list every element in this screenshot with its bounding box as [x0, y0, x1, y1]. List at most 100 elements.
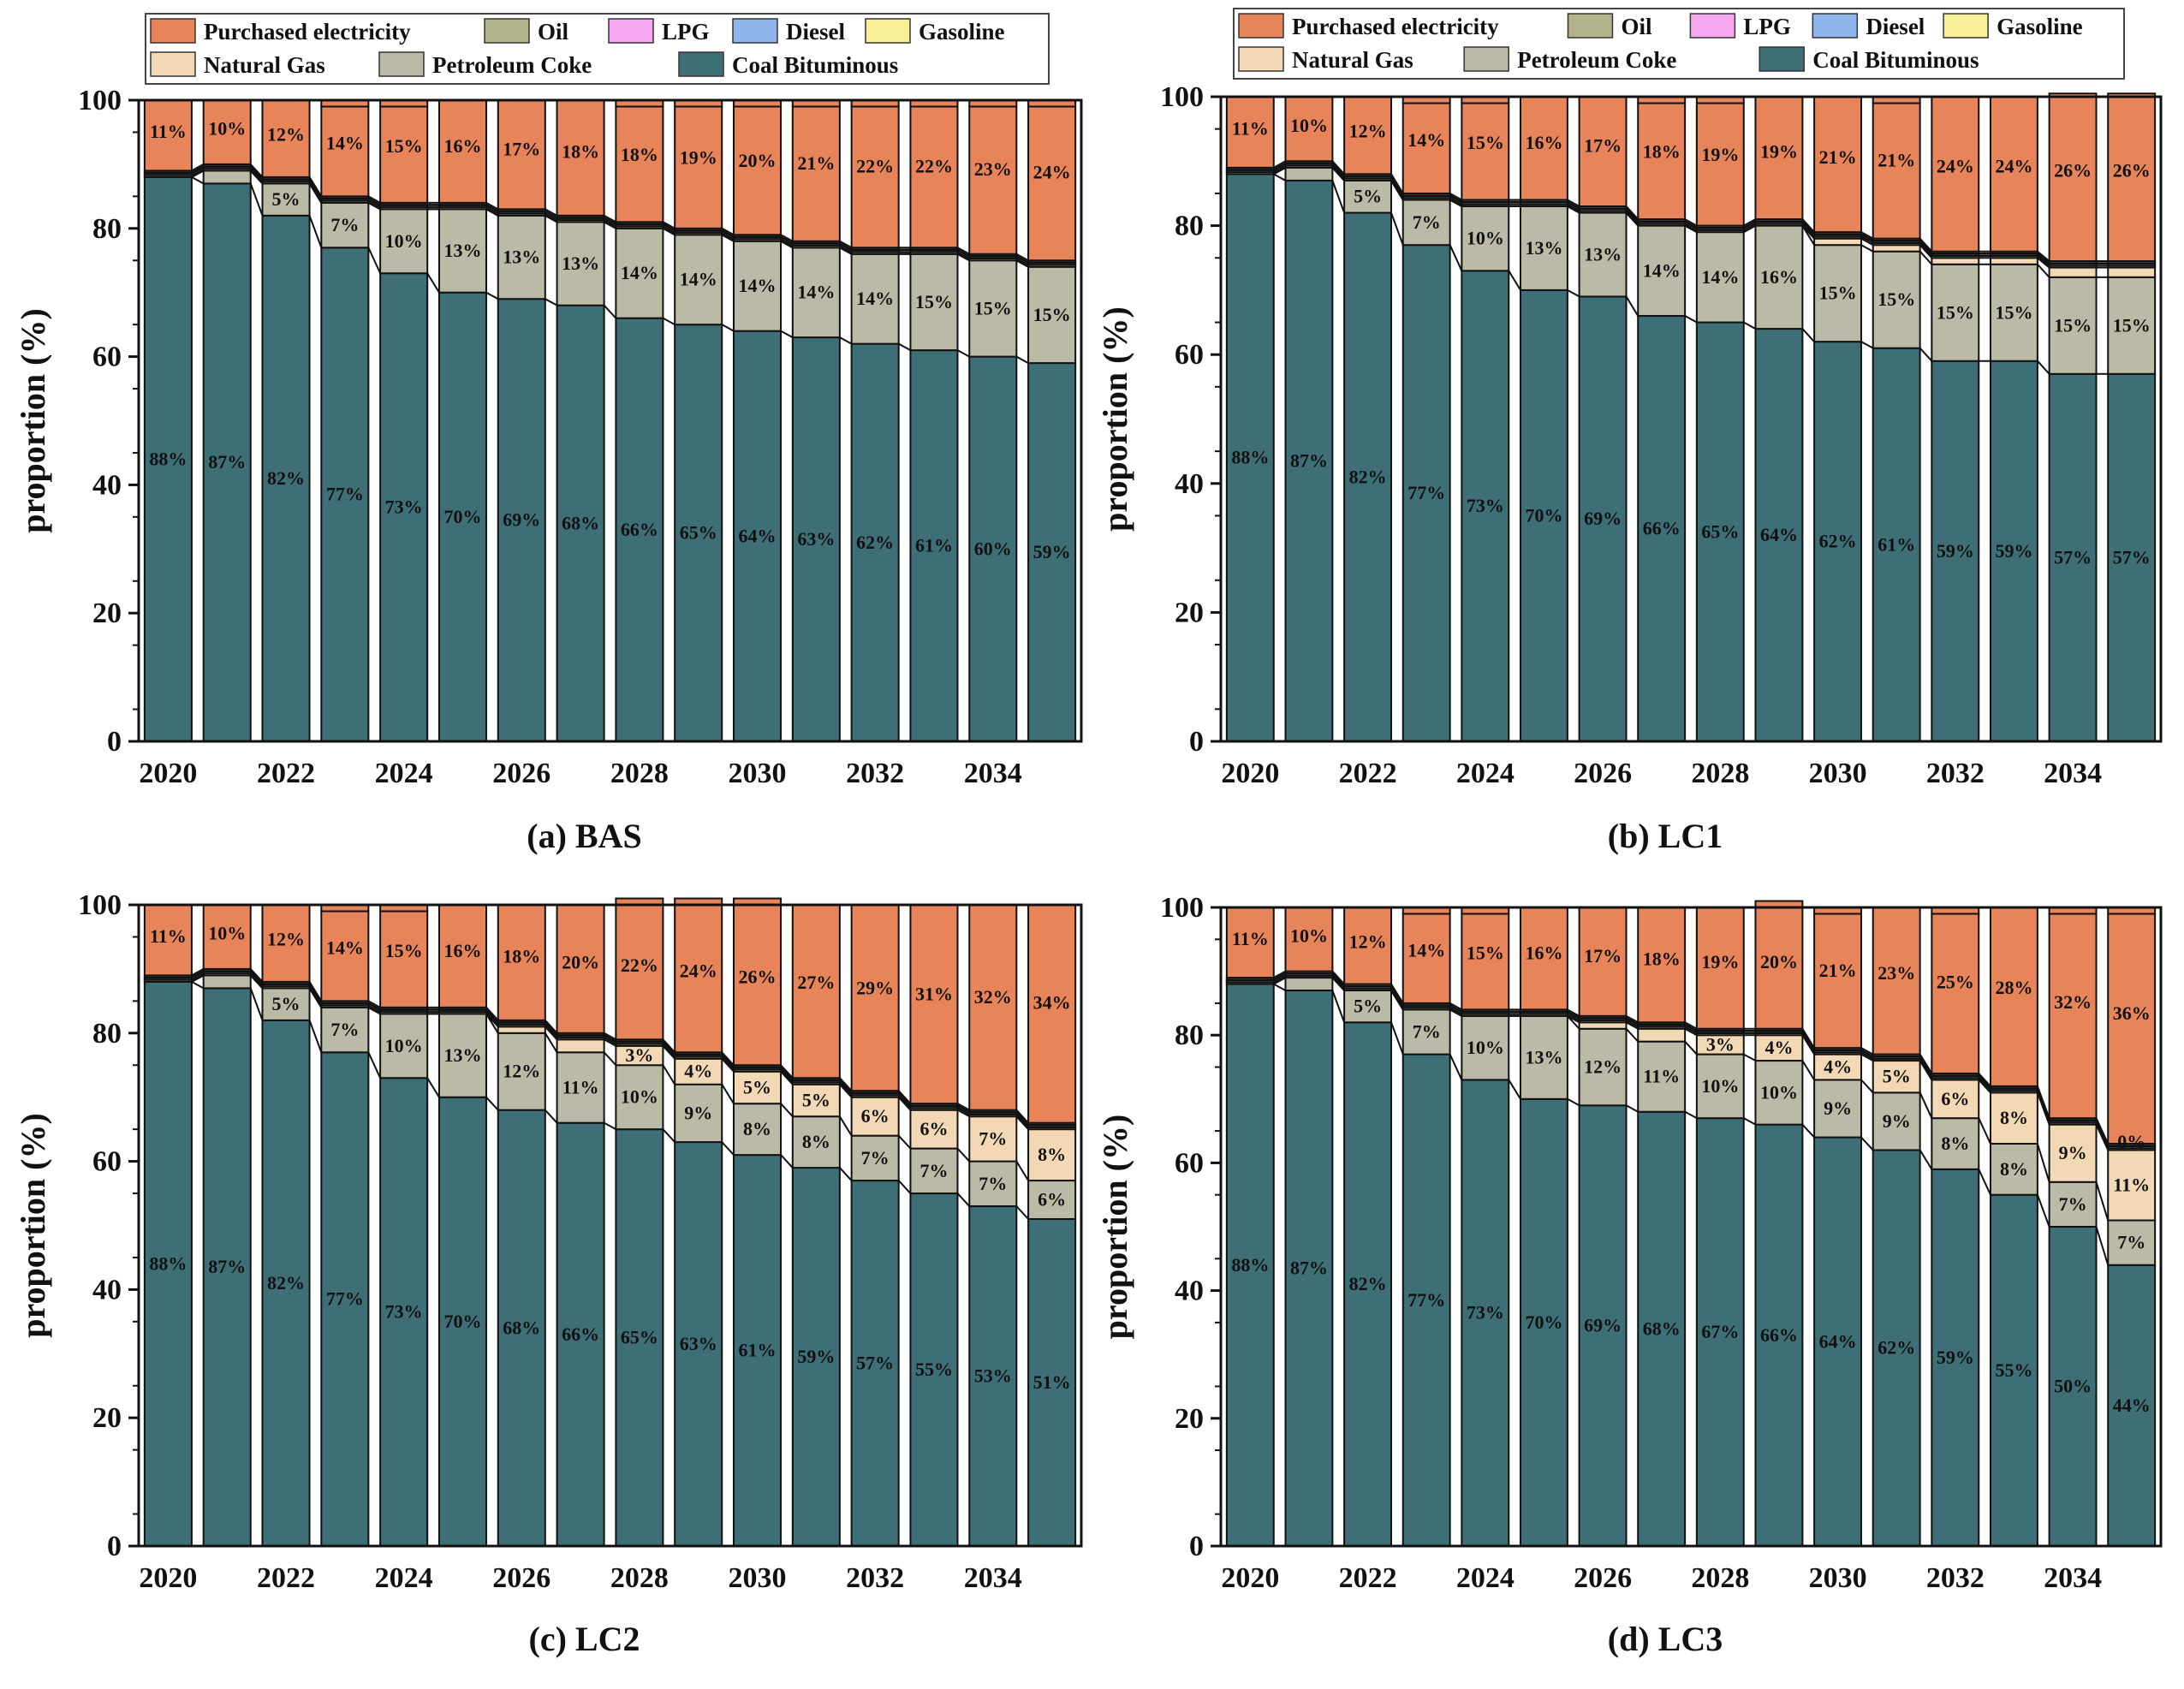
data-label-coal-bituminous: 77%: [326, 484, 364, 505]
connector-b-lc1-2029-gasoline: [1801, 223, 1815, 238]
data-label-coal-bituminous: 67%: [1701, 1321, 1739, 1342]
legend-label-natural-gas: Natural Gas: [1292, 47, 1413, 73]
connector-d-lc3-2031-oil: [1919, 1054, 1933, 1074]
data-label-coal-bituminous: 59%: [1937, 1347, 1974, 1368]
data-label-natural-gas: 6%: [861, 1105, 890, 1127]
connector-c-lc2-2031-oil: [839, 1077, 853, 1091]
connector-a-bas-2022-coal-bituminous: [308, 215, 323, 248]
connector-a-bas-2029-coal-bituminous: [721, 324, 735, 332]
data-label-purchased-electricity: 20%: [562, 951, 599, 972]
data-label-petroleum-coke: 14%: [739, 275, 777, 296]
data-label-petroleum-coke: 10%: [385, 230, 423, 252]
bar-a-bas-2035-purchased-electricity: [1027, 105, 1077, 262]
connector-c-lc2-2020-oil: [191, 968, 205, 977]
connector-c-lc2-2029-natural-gas: [721, 1058, 735, 1073]
connector-d-lc3-2032-gasoline: [1978, 1077, 1991, 1091]
data-label-petroleum-coke: 7%: [2059, 1193, 2087, 1215]
connector-b-lc1-2031-natural-gas: [1919, 244, 1933, 259]
connector-c-lc2-2028-natural-gas: [662, 1045, 675, 1060]
data-label-purchased-electricity: 19%: [680, 146, 717, 168]
data-label-petroleum-coke: 15%: [1995, 301, 2032, 323]
connector-a-bas-2025-gasoline: [485, 206, 499, 215]
bar-a-bas-2022-purchased-electricity: [261, 99, 311, 178]
bar-b-lc1-2028-purchased-electricity: [1695, 102, 1745, 227]
connector-a-bas-2025-natural-gas: [485, 208, 499, 217]
connector-c-lc2-2030-oil: [780, 1064, 794, 1079]
connector-a-bas-2027-coal-bituminous: [603, 305, 617, 319]
data-label-petroleum-coke: 13%: [503, 247, 540, 268]
data-label-petroleum-coke: 13%: [1525, 237, 1562, 259]
bar-b-lc1-2031-natural-gas: [1872, 244, 1921, 253]
connector-b-lc1-2028-natural-gas: [1743, 224, 1756, 234]
bar-d-lc3-2024-coal-bituminous: [1461, 1079, 1510, 1548]
chart-panel-a-bas: 88% 87% 82% 77% 73% 70% 69% 68% 66% 65% 64% 63% 62% 6…: [14, 13, 1083, 855]
connector-c-lc2-2034-petroleum-coke: [1015, 1161, 1029, 1181]
data-label-petroleum-coke: 14%: [680, 269, 717, 290]
connector-b-lc1-2027-oil: [1684, 218, 1698, 227]
x-tick-label: 2026: [492, 1562, 550, 1594]
connector-b-lc1-2026-lpg: [1625, 207, 1639, 223]
data-label-purchased-electricity: 10%: [1290, 115, 1328, 136]
connector-c-lc2-2032-gasoline: [897, 1094, 912, 1109]
y-tick-label: 20: [1175, 1403, 1204, 1435]
data-label-purchased-electricity: 23%: [1878, 962, 1915, 984]
data-label-purchased-electricity: 16%: [1525, 132, 1562, 153]
data-label-purchased-electricity: 19%: [1701, 144, 1739, 165]
connector-d-lc3-2024-coal-bituminous: [1508, 1079, 1521, 1100]
connector-b-lc1-2027-lpg: [1684, 220, 1698, 229]
connector-a-bas-2031-natural-gas: [839, 247, 853, 255]
bar-b-lc1-2029-coal-bituminous: [1754, 328, 1804, 742]
connector-c-lc2-2029-coal-bituminous: [721, 1141, 735, 1156]
bar-d-lc3-2032-petroleum-coke: [1931, 1117, 1980, 1170]
connector-a-bas-2027-natural-gas: [604, 221, 616, 229]
data-label-purchased-electricity: 26%: [739, 966, 777, 987]
bar-c-lc2-2026-coal-bituminous: [497, 1109, 546, 1548]
connector-c-lc2-2034-oil: [1015, 1109, 1029, 1124]
connector-d-lc3-2027-petroleum-coke: [1684, 1040, 1698, 1056]
connector-d-lc3-2026-oil: [1626, 1014, 1639, 1024]
data-label-coal-bituminous: 59%: [1033, 541, 1071, 562]
data-label-coal-bituminous: 55%: [1995, 1359, 2032, 1381]
connector-a-bas-2023-gasoline: [367, 199, 381, 208]
bar-a-bas-2028-coal-bituminous: [615, 317, 664, 742]
data-label-purchased-electricity: 18%: [621, 144, 658, 165]
x-tick-label: 2026: [492, 758, 550, 789]
bar-d-lc3-2030-coal-bituminous: [1813, 1136, 1863, 1548]
bar-b-lc1-2028-petroleum-coke: [1695, 231, 1745, 324]
data-label-coal-bituminous: 69%: [503, 509, 540, 531]
data-label-natural-gas: 4%: [1764, 1037, 1793, 1058]
data-label-purchased-electricity: 24%: [1995, 155, 2032, 176]
x-tick-label: 2032: [1926, 1562, 1985, 1594]
legend-swatch-coal-bituminous: [1759, 46, 1805, 72]
data-label-coal-bituminous: 63%: [797, 528, 835, 550]
chart-panel-d-lc3: 88% 87% 82% 77% 73% 70% 69% 68% 67% 66% 64% 62% 59% 5…: [1096, 892, 2163, 1658]
bar-c-lc2-2029-purchased-electricity: [674, 897, 723, 1054]
connector-a-bas-2020-lpg: [191, 165, 205, 174]
data-label-petroleum-coke: 11%: [1643, 1066, 1680, 1087]
connector-b-lc1-2030-gasoline: [1860, 235, 1874, 244]
data-label-petroleum-coke: 7%: [1413, 211, 1441, 233]
connector-d-lc3-2030-coal-bituminous: [1860, 1136, 1874, 1151]
data-label-coal-bituminous: 50%: [2054, 1376, 2092, 1397]
connector-c-lc2-2031-coal-bituminous: [839, 1167, 853, 1181]
connector-b-lc1-2025-coal-bituminous: [1567, 289, 1580, 298]
connector-c-lc2-2028-lpg: [662, 1040, 675, 1056]
data-label-natural-gas: 8%: [1038, 1144, 1066, 1165]
bar-c-lc2-2027-coal-bituminous: [556, 1121, 605, 1548]
bar-b-lc1-2034-purchased-electricity: [2048, 92, 2098, 263]
bar-d-lc3-2030-petroleum-coke: [1813, 1079, 1863, 1139]
connector-a-bas-2026-natural-gas: [545, 214, 558, 223]
bar-c-lc2-2033-natural-gas: [909, 1109, 959, 1150]
data-label-petroleum-coke: 15%: [1937, 301, 1974, 323]
bar-c-lc2-2030-petroleum-coke: [733, 1103, 783, 1157]
data-label-purchased-electricity: 14%: [326, 133, 364, 154]
x-tick-label: 2034: [2044, 1562, 2102, 1594]
data-label-purchased-electricity: 21%: [1819, 146, 1857, 168]
connector-c-lc2-2022-natural-gas: [308, 987, 323, 1008]
connector-a-bas-2022-gasoline: [308, 181, 323, 202]
bar-b-lc1-2026-petroleum-coke: [1578, 211, 1628, 298]
x-tick-label: 2024: [375, 1562, 433, 1594]
connector-d-lc3-2023-natural-gas: [1449, 1008, 1462, 1017]
connector-c-lc2-2033-petroleum-coke: [956, 1147, 970, 1163]
